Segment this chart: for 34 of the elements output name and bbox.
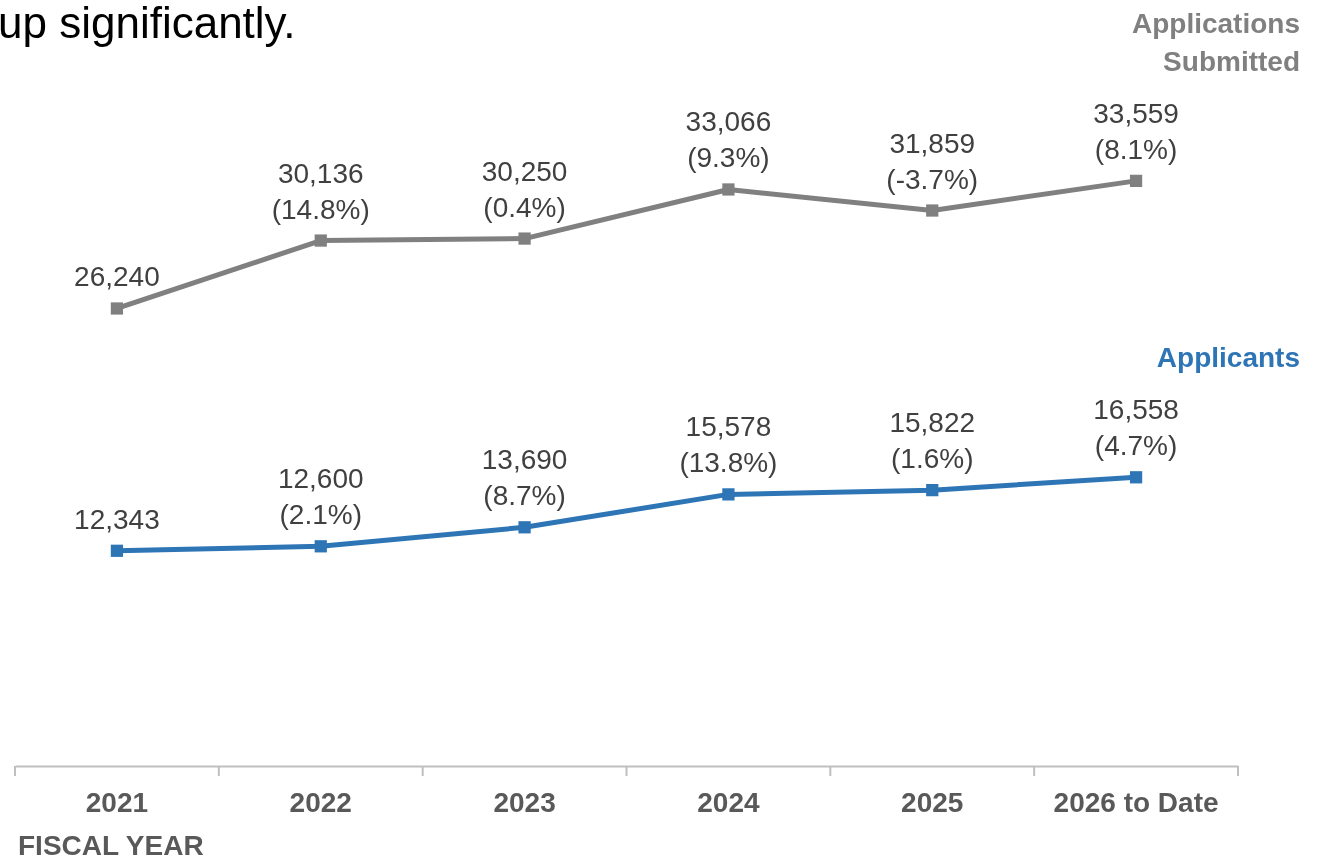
- x-tick-label: 2024: [697, 786, 760, 818]
- point: [722, 488, 735, 501]
- data-label: 26,240: [74, 261, 160, 293]
- text: Applicants: [1156, 342, 1300, 374]
- point: [722, 183, 735, 196]
- x-tick-label: 2021: [85, 786, 149, 818]
- x-tick-label: 2023: [493, 786, 556, 818]
- data-label: 30,250 (0.4%): [481, 155, 568, 223]
- x-axis-title: FISCAL YEAR: [18, 830, 204, 859]
- data-label: 31,859 (-3.7%): [886, 127, 979, 195]
- x-tick-label: 2026 to Date: [1053, 786, 1219, 818]
- data-label: 15,578 (13.8%): [679, 411, 778, 479]
- point: [110, 302, 124, 315]
- point: [926, 484, 939, 497]
- point: [1129, 471, 1143, 484]
- data-label: 13,690 (8.7%): [481, 444, 568, 512]
- data-label: 12,600 (2.1%): [277, 463, 364, 531]
- data-label: 30,136 (14.8%): [271, 157, 370, 225]
- text: Applications Submitted: [1131, 7, 1300, 77]
- point: [314, 540, 327, 553]
- data-label: 16,558 (4.7%): [1093, 394, 1179, 462]
- point: [1129, 174, 1143, 187]
- x-tick-label: 2022: [289, 786, 352, 818]
- data-label: 33,066 (9.3%): [685, 106, 772, 174]
- x-tick-label: 2025: [901, 786, 964, 818]
- data-label: 15,822 (1.6%): [889, 407, 976, 475]
- data-label: 12,343: [74, 503, 160, 535]
- chart-title: up significantly.: [0, 0, 296, 47]
- point: [110, 544, 124, 557]
- data-label: 33,559 (8.1%): [1093, 97, 1179, 165]
- point: [518, 521, 531, 534]
- point: [926, 204, 939, 217]
- point: [314, 234, 327, 247]
- point: [518, 232, 531, 245]
